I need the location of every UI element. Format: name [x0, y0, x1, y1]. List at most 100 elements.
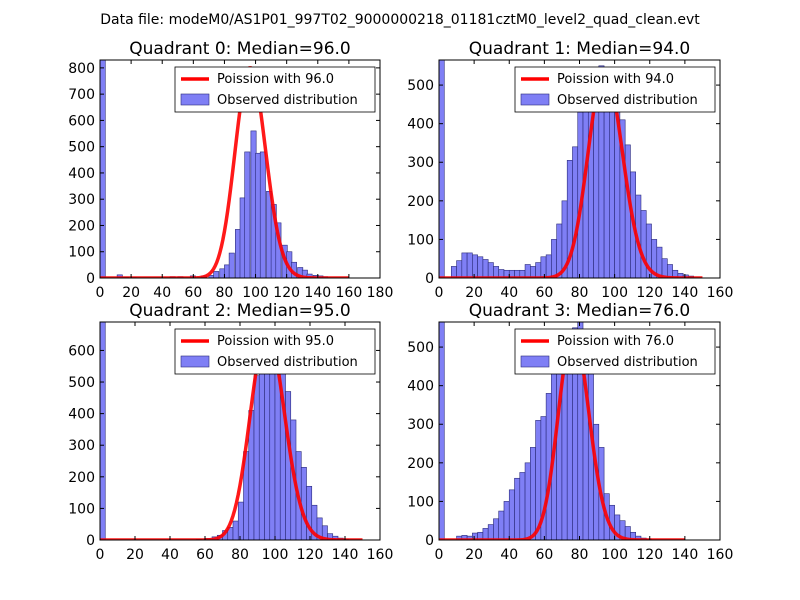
histogram-bar [100, 322, 106, 540]
y-tick-label: 400 [68, 407, 95, 423]
y-tick-label: 100 [407, 494, 434, 510]
legend-label-observed: Observed distribution [217, 93, 358, 108]
x-tick-label: 20 [465, 547, 483, 563]
panel-quadrant-2: 0 20 40 60 80 100 120 140 160 0 100 200 300 400 500 600… [68, 301, 393, 563]
y-tick-label: 200 [407, 456, 434, 472]
histogram-bar [487, 524, 494, 540]
legend-label-poisson: Poission with 76.0 [557, 334, 674, 349]
x-tick-label: 120 [273, 285, 300, 301]
histogram-bar [498, 510, 505, 540]
x-tick-label: 140 [672, 547, 699, 563]
histogram-bar [540, 256, 547, 278]
x-tick-label: 80 [571, 285, 589, 301]
histogram-bar [472, 254, 478, 278]
y-tick-label: 100 [68, 501, 95, 517]
x-tick-label: 160 [707, 285, 734, 301]
y-tick-label: 500 [407, 78, 434, 94]
histogram-bar [232, 520, 239, 540]
histogram-bar [572, 146, 579, 278]
panel-title: Quadrant 1: Median=94.0 [469, 39, 691, 59]
x-tick-label: 120 [297, 547, 324, 563]
legend: Poission with 96.0 Observed distribution [174, 66, 376, 113]
histogram-bar [466, 252, 473, 278]
x-tick-label: 80 [231, 547, 249, 563]
x-tick-label: 100 [262, 547, 289, 563]
histogram-bar [519, 472, 526, 540]
x-tick-label: 160 [367, 547, 394, 563]
legend-label-poisson: Poission with 94.0 [557, 72, 674, 87]
histogram-bar [456, 260, 463, 278]
histogram-bar [524, 462, 531, 540]
x-tick-label: 20 [126, 547, 144, 563]
histogram-bar [482, 259, 489, 278]
y-tick-label: 200 [407, 194, 434, 210]
panel-quadrant-3: 0 20 40 60 80 100 120 140 160 0 100 200 300 400 500 Qua… [407, 301, 733, 563]
x-tick-label: 140 [332, 547, 359, 563]
histogram-bar [213, 271, 220, 278]
histogram-bar [503, 501, 510, 540]
x-tick-label: 100 [601, 285, 628, 301]
histogram-bar [493, 518, 500, 540]
poisson-curve [439, 67, 703, 278]
legend-label-observed: Observed distribution [217, 355, 358, 370]
histogram-bar [524, 264, 531, 278]
histogram-bar [508, 489, 515, 540]
y-tick-label: 300 [407, 155, 434, 171]
axes-frame [99, 59, 381, 279]
y-tick-label: 100 [68, 245, 95, 261]
histogram-bar [244, 151, 251, 278]
legend-label-observed: Observed distribution [557, 93, 698, 108]
y-tick-label: 400 [407, 379, 434, 395]
y-tick-label: 700 [68, 87, 95, 103]
x-tick-label: 40 [161, 547, 179, 563]
histogram-bar [253, 375, 260, 540]
x-tick-label: 40 [500, 285, 518, 301]
x-tick-label: 120 [636, 547, 663, 563]
legend-bar-swatch [520, 93, 550, 106]
x-tick-label: 0 [435, 547, 444, 563]
histogram-bar [228, 252, 235, 278]
x-tick-label: 80 [571, 547, 589, 563]
y-tick-label: 400 [407, 117, 434, 133]
histogram-bar [640, 210, 647, 278]
histogram-bar [556, 223, 563, 278]
poisson-curve [100, 329, 363, 540]
x-tick-label: 20 [122, 285, 140, 301]
figure-title: Data file: modeM0/AS1P01_997T02_90000002… [100, 12, 700, 28]
legend-bar-swatch [180, 355, 210, 368]
legend-label-poisson: Poission with 96.0 [217, 72, 334, 87]
histogram-bar [258, 362, 265, 540]
y-tick-label: 200 [68, 218, 95, 234]
subplot-grid: 0 20 40 60 80 100 120 140 160 1800100200300400500… [68, 39, 733, 563]
legend: Poission with 76.0 Observed distribution [514, 328, 716, 375]
histogram-bar [487, 262, 494, 278]
histogram-bar [551, 239, 557, 278]
x-tick-label: 60 [184, 285, 202, 301]
panel-title: Quadrant 3: Median=76.0 [469, 301, 691, 321]
x-tick-label: 100 [601, 547, 628, 563]
x-tick-label: 160 [707, 547, 734, 563]
y-tick-label: 400 [68, 166, 95, 182]
x-tick-label: 140 [672, 285, 699, 301]
legend: Poission with 94.0 Observed distribution [514, 66, 716, 113]
y-tick-label: 0 [86, 533, 95, 549]
histogram-bar [461, 252, 468, 278]
x-tick-label: 160 [336, 285, 363, 301]
histogram-bar [264, 350, 271, 540]
panel-quadrant-1: 0 20 40 60 80 100 120 140 160 0 100 200 300 400 500 Qua… [407, 39, 733, 301]
histogram-bar [439, 322, 445, 540]
histogram-bar [439, 60, 445, 278]
x-tick-label: 100 [242, 285, 269, 301]
histogram-bar [477, 256, 484, 278]
x-tick-label: 120 [636, 285, 663, 301]
x-tick-label: 60 [535, 547, 553, 563]
y-tick-label: 300 [407, 417, 434, 433]
y-tick-label: 800 [68, 61, 95, 77]
y-tick-label: 600 [68, 343, 95, 359]
x-tick-label: 40 [500, 547, 518, 563]
y-tick-label: 500 [407, 340, 434, 356]
x-tick-label: 20 [465, 285, 483, 301]
histogram-bars [439, 60, 694, 278]
y-tick-label: 300 [68, 438, 95, 454]
